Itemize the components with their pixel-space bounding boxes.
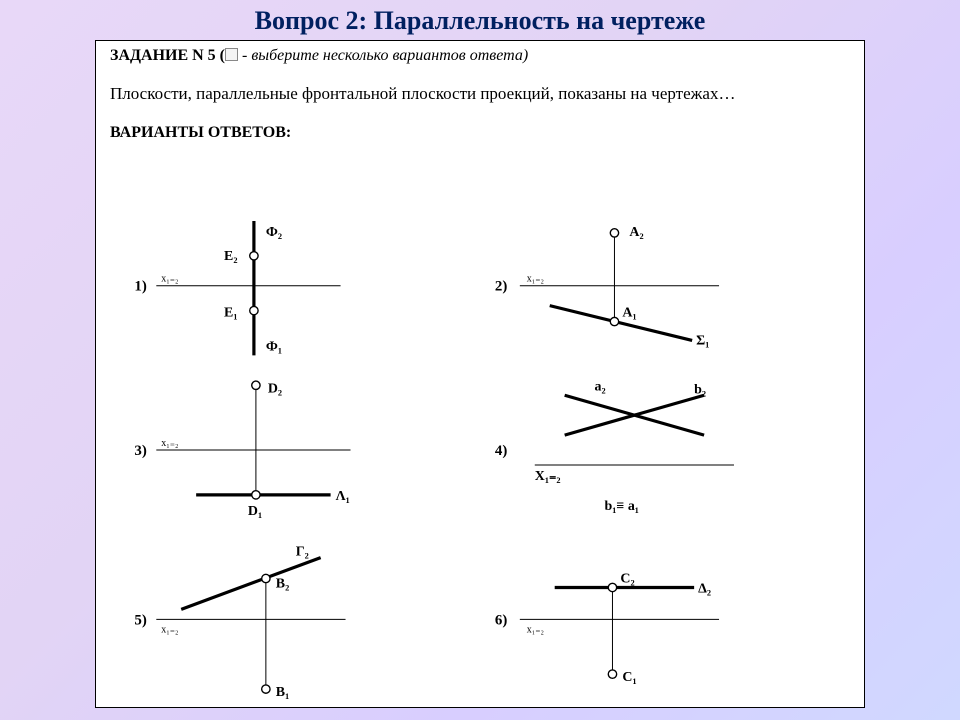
label-phi2: Ф₂ (266, 225, 282, 240)
task-heading: ЗАДАНИЕ N 5 ( - выберите несколько вариа… (96, 41, 864, 65)
label-gamma2: Г₂ (296, 545, 309, 560)
option-6: 6) C₂ Δ₂ C₁ x₁₌₂ (495, 572, 719, 686)
label-e1: E₁ (224, 306, 237, 321)
option-4-number: 4) (495, 443, 507, 459)
option-2: 2) A₂ A₁ Σ₁ x₁₌₂ (495, 225, 719, 349)
answers-heading: ВАРИАНТЫ ОТВЕТОВ: (96, 106, 864, 150)
task-hint: - выберите несколько вариантов ответа) (238, 47, 528, 64)
option-1: 1) Ф₂ Ф₁ E₂ E₁ x₁₌₂ (134, 221, 340, 355)
label-x12-2: x₁₌₂ (527, 274, 544, 285)
option-3-number: 3) (134, 443, 146, 459)
diagrams-svg: 1) Ф₂ Ф₁ E₂ E₁ x₁₌₂ 2) (96, 211, 864, 707)
label-lambda1: Λ₁ (336, 489, 350, 504)
option-5: 5) Г₂ B₂ B₁ x₁₌₂ (134, 545, 345, 700)
label-a1-2: A₁ (622, 306, 636, 321)
label-d2: D₂ (268, 381, 282, 396)
label-b1-5: B₁ (276, 685, 289, 700)
task-number: ЗАДАНИЕ N 5 ( (110, 47, 225, 64)
label-x12-6: x₁₌₂ (527, 624, 544, 635)
checkbox-icon (225, 48, 238, 61)
diagrams-area: 1) Ф₂ Ф₁ E₂ E₁ x₁₌₂ 2) (96, 211, 864, 707)
task-body: Плоскости, параллельные фронтальной плос… (96, 65, 864, 106)
option-2-number: 2) (495, 279, 507, 295)
label-phi1: Ф₁ (266, 339, 282, 354)
label-x12-4: X₁₌₂ (535, 469, 561, 484)
label-c1: C₁ (622, 670, 636, 685)
label-x12-5: x₁₌₂ (161, 624, 178, 635)
page-title: Вопрос 2: Параллельность на чертеже (0, 0, 960, 40)
label-delta2: Δ₂ (698, 581, 711, 596)
label-b1a1: b₁≡ a₁ (604, 499, 639, 514)
label-e2: E₂ (224, 249, 237, 264)
label-sigma1: Σ₁ (696, 333, 709, 348)
label-a2-4: a₂ (595, 379, 606, 394)
option-3: 3) D₂ D₁ Λ₁ x₁₌₂ (134, 381, 350, 519)
option-6-number: 6) (495, 612, 507, 628)
option-4: 4) a₂ b₂ X₁₌₂ b₁≡ a₁ (495, 379, 734, 514)
label-x12-3: x₁₌₂ (161, 438, 178, 449)
option-5-number: 5) (134, 612, 146, 628)
label-x12-1: x₁₌₂ (161, 274, 178, 285)
label-a2-2: A₂ (629, 225, 643, 240)
question-box: ЗАДАНИЕ N 5 ( - выберите несколько вариа… (95, 40, 865, 708)
label-b2-5: B₂ (276, 576, 289, 591)
label-b2-4: b₂ (694, 382, 706, 397)
option-1-number: 1) (134, 279, 146, 295)
label-c2: C₂ (620, 572, 634, 587)
label-d1: D₁ (248, 504, 262, 519)
